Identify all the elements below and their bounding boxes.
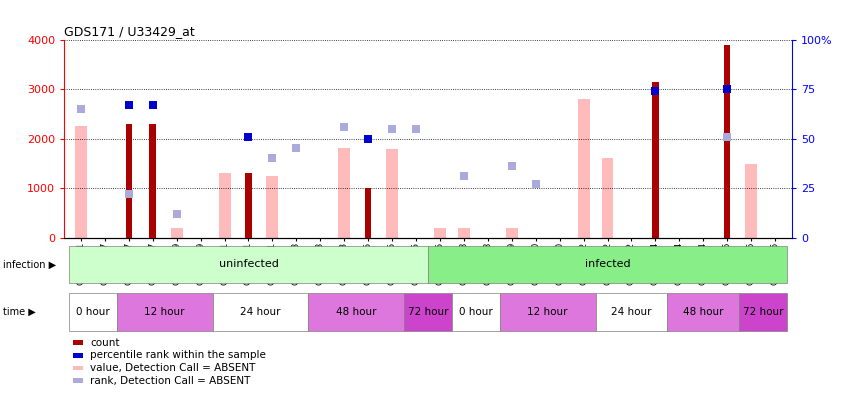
Point [457,173,471,179]
Bar [500,293,596,331]
Bar [69,293,117,331]
Bar [75,126,87,238]
Point [649,88,663,94]
Text: infected: infected [585,259,630,269]
Text: 24 hour: 24 hour [241,307,281,317]
Bar [404,293,452,331]
Bar [212,293,308,331]
Bar [428,246,787,283]
Text: 72 hour: 72 hour [743,307,783,317]
Text: percentile rank within the sample: percentile rank within the sample [90,350,265,360]
Point [409,126,423,132]
Bar [739,293,787,331]
Point [361,135,375,142]
Bar [652,82,658,238]
Bar [365,188,372,238]
Point [122,191,135,197]
Bar [266,176,278,238]
Text: GDS171 / U33429_at: GDS171 / U33429_at [64,25,195,38]
Bar [596,293,668,331]
Text: 48 hour: 48 hour [336,307,377,317]
Bar [245,173,252,238]
Text: count: count [90,337,119,348]
Text: rank, Detection Call = ABSENT: rank, Detection Call = ABSENT [90,375,250,386]
Text: 12 hour: 12 hour [527,307,568,317]
Bar [668,293,739,331]
Text: 0 hour: 0 hour [459,307,493,317]
Bar [170,228,182,238]
Point [122,102,135,108]
Bar [602,158,614,238]
Point [505,163,519,169]
Text: 24 hour: 24 hour [611,307,651,317]
Point [241,133,255,140]
Bar [386,149,398,238]
Point [385,126,399,132]
Text: 48 hour: 48 hour [683,307,723,317]
Bar [150,124,156,238]
Bar [218,173,230,238]
Bar [69,246,428,283]
Text: 12 hour: 12 hour [145,307,185,317]
Bar [724,44,730,238]
Point [721,86,734,92]
Text: time ▶: time ▶ [3,307,35,317]
Bar [452,293,500,331]
Point [146,102,159,108]
Point [289,145,303,152]
Text: uninfected: uninfected [218,259,278,269]
Bar [458,228,470,238]
Point [74,106,88,112]
Bar [434,228,446,238]
Bar [338,147,350,238]
Bar [578,99,590,238]
Point [529,181,543,187]
Text: 0 hour: 0 hour [76,307,110,317]
Point [169,211,183,217]
Bar [117,293,212,331]
Point [721,133,734,140]
Point [265,155,279,162]
Bar [506,228,518,238]
Bar [308,293,404,331]
Text: infection ▶: infection ▶ [3,259,56,269]
Text: value, Detection Call = ABSENT: value, Detection Call = ABSENT [90,363,255,373]
Point [337,124,351,130]
Bar [745,164,757,238]
Bar [126,124,132,238]
Text: 72 hour: 72 hour [407,307,449,317]
